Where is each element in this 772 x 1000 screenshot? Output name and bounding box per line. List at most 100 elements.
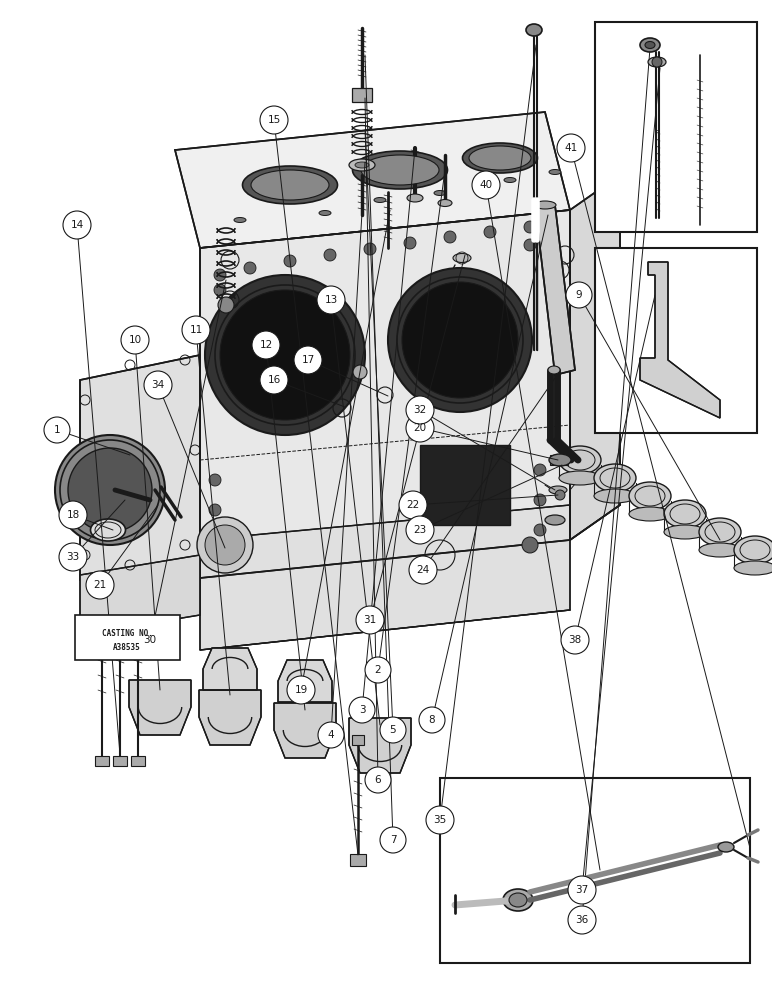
Text: 10: 10 — [128, 335, 141, 345]
Circle shape — [364, 243, 376, 255]
Text: 16: 16 — [267, 375, 281, 385]
Polygon shape — [570, 175, 620, 540]
Text: 37: 37 — [575, 885, 588, 895]
Ellipse shape — [251, 170, 329, 200]
Ellipse shape — [509, 893, 527, 907]
Circle shape — [399, 491, 427, 519]
Bar — [75, 615, 180, 660]
Text: 2: 2 — [374, 665, 381, 675]
Ellipse shape — [242, 166, 337, 204]
Circle shape — [406, 516, 434, 544]
Ellipse shape — [549, 486, 567, 494]
Ellipse shape — [319, 211, 331, 216]
Ellipse shape — [90, 519, 126, 541]
Circle shape — [318, 722, 344, 748]
Ellipse shape — [503, 889, 533, 911]
Text: 34: 34 — [151, 380, 164, 390]
Circle shape — [652, 57, 662, 67]
Circle shape — [209, 474, 221, 486]
Bar — [352, 88, 372, 102]
Circle shape — [182, 316, 210, 344]
Ellipse shape — [664, 525, 706, 539]
Circle shape — [534, 464, 546, 476]
Bar — [95, 756, 109, 766]
Polygon shape — [203, 648, 257, 690]
Ellipse shape — [453, 253, 471, 262]
Text: 38: 38 — [568, 635, 581, 645]
Circle shape — [218, 297, 234, 313]
Text: 21: 21 — [93, 580, 107, 590]
Text: CASTING NO.: CASTING NO. — [102, 629, 152, 638]
Circle shape — [555, 490, 565, 500]
Bar — [440, 778, 750, 963]
Circle shape — [317, 286, 345, 314]
Text: 18: 18 — [66, 510, 80, 520]
Circle shape — [404, 237, 416, 249]
Polygon shape — [200, 505, 570, 650]
Ellipse shape — [594, 489, 636, 503]
Ellipse shape — [734, 561, 772, 575]
Polygon shape — [640, 262, 720, 418]
Text: 5: 5 — [390, 725, 396, 735]
Ellipse shape — [594, 464, 636, 492]
Circle shape — [380, 827, 406, 853]
Ellipse shape — [664, 500, 706, 528]
Bar — [595, 248, 757, 433]
Text: 31: 31 — [364, 615, 377, 625]
Text: 23: 23 — [413, 525, 427, 535]
Bar — [352, 735, 364, 745]
Ellipse shape — [549, 169, 561, 174]
Circle shape — [214, 284, 226, 296]
Ellipse shape — [734, 536, 772, 564]
Polygon shape — [80, 355, 200, 600]
Circle shape — [561, 626, 589, 654]
Text: 33: 33 — [66, 552, 80, 562]
Text: 24: 24 — [416, 565, 430, 575]
Ellipse shape — [438, 200, 452, 207]
Circle shape — [63, 211, 91, 239]
Ellipse shape — [355, 162, 369, 168]
Circle shape — [534, 524, 546, 536]
Circle shape — [55, 435, 165, 545]
Text: A38535: A38535 — [113, 644, 141, 652]
Ellipse shape — [349, 159, 375, 171]
Text: 4: 4 — [327, 730, 334, 740]
Circle shape — [566, 282, 592, 308]
Circle shape — [205, 275, 365, 435]
Ellipse shape — [549, 454, 571, 466]
Ellipse shape — [469, 146, 531, 170]
Circle shape — [294, 346, 322, 374]
Circle shape — [136, 626, 164, 654]
Ellipse shape — [434, 190, 446, 196]
Circle shape — [205, 525, 245, 565]
Ellipse shape — [361, 155, 439, 185]
Text: 20: 20 — [414, 423, 427, 433]
Circle shape — [86, 571, 114, 599]
Circle shape — [244, 262, 256, 274]
Circle shape — [209, 504, 221, 516]
Polygon shape — [278, 660, 332, 702]
Circle shape — [406, 414, 434, 442]
Bar — [115, 635, 125, 643]
Circle shape — [568, 876, 596, 904]
Text: 1: 1 — [54, 425, 60, 435]
Circle shape — [121, 326, 149, 354]
Text: 9: 9 — [576, 290, 582, 300]
Circle shape — [349, 697, 375, 723]
Circle shape — [260, 106, 288, 134]
Circle shape — [568, 906, 596, 934]
Text: 19: 19 — [294, 685, 307, 695]
Text: 35: 35 — [433, 815, 447, 825]
Ellipse shape — [548, 366, 560, 374]
Polygon shape — [129, 680, 191, 735]
Polygon shape — [535, 205, 575, 375]
Bar — [420, 445, 510, 525]
Circle shape — [388, 268, 532, 412]
Text: 22: 22 — [406, 500, 420, 510]
Circle shape — [365, 767, 391, 793]
Text: 13: 13 — [324, 295, 337, 305]
Circle shape — [557, 134, 585, 162]
Circle shape — [353, 365, 367, 379]
Ellipse shape — [526, 24, 542, 36]
Text: 14: 14 — [70, 220, 83, 230]
